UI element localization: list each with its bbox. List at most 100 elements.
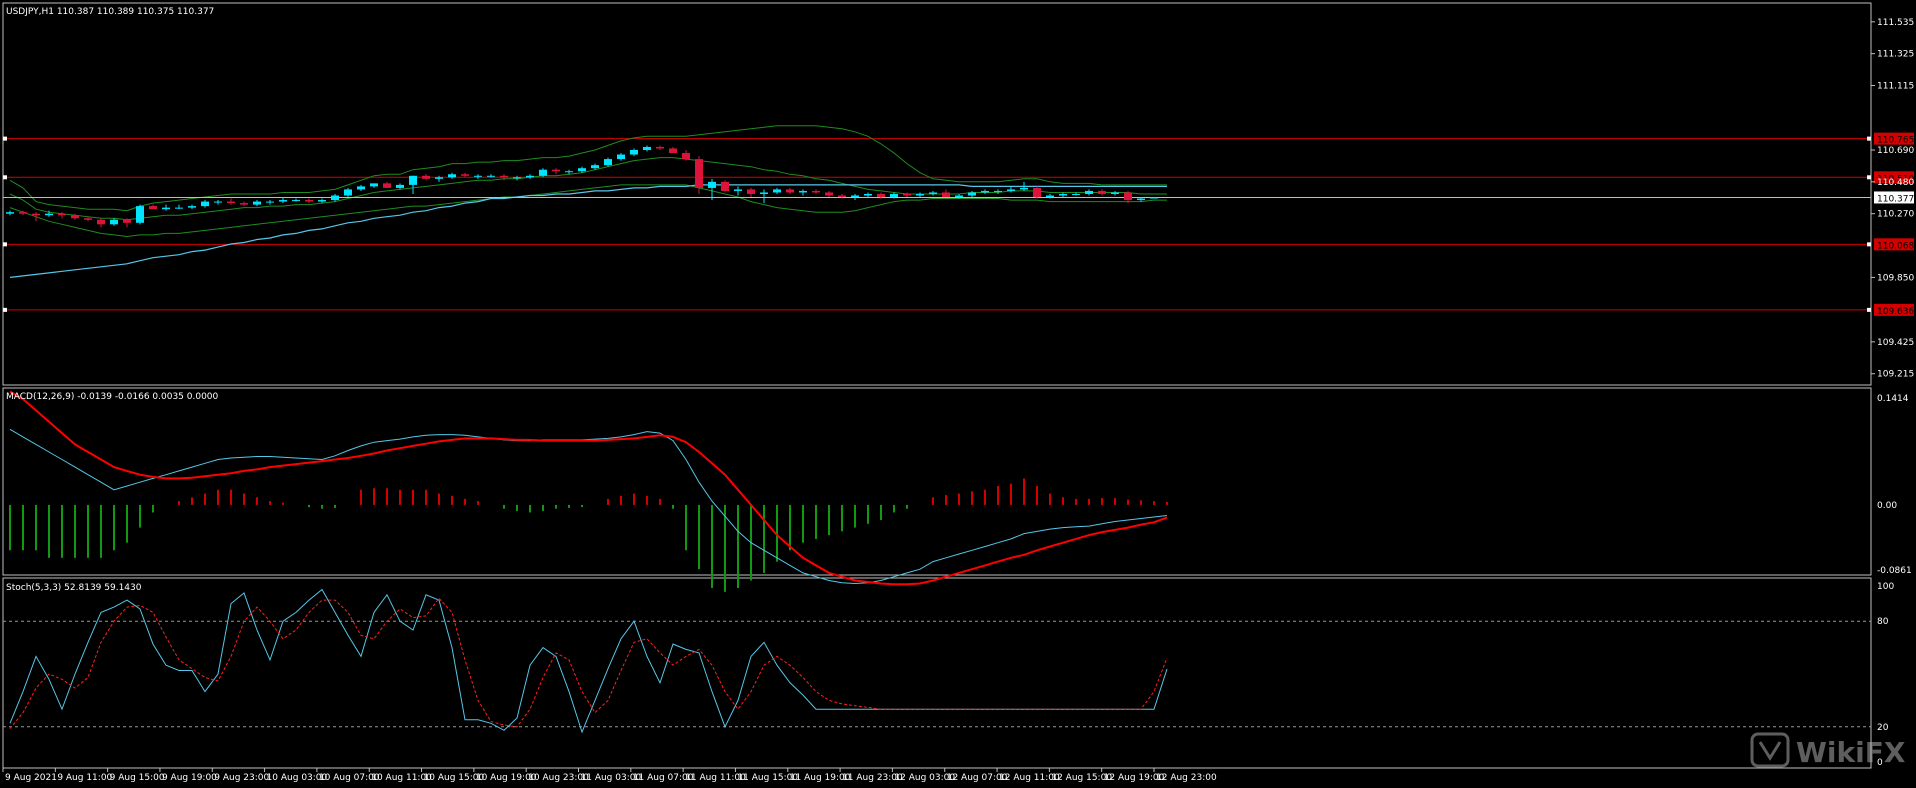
stoch-tick-label: 100 xyxy=(1877,582,1894,592)
price-tick-label: 111.325 xyxy=(1877,50,1914,60)
candle-bull xyxy=(1085,190,1093,194)
price-tick-label: 110.270 xyxy=(1877,210,1914,220)
macd-layer xyxy=(9,390,1168,592)
time-tick-label: 12 Aug 03:00 xyxy=(894,773,955,783)
wikifx-logo-mark xyxy=(1758,741,1782,761)
price-layer xyxy=(3,125,1871,312)
candle-bull xyxy=(201,201,209,207)
wikifx-watermark: WikiFX xyxy=(1750,732,1906,769)
price-tick-label: 111.115 xyxy=(1877,82,1914,92)
stoch-panel[interactable] xyxy=(2,577,1872,769)
bollinger-lower-line xyxy=(9,184,1167,238)
candle-bear xyxy=(1098,190,1106,194)
candle-bear xyxy=(695,159,703,188)
candle-bear xyxy=(656,146,664,149)
level-price-label: 109.636 xyxy=(1877,307,1914,317)
candle-bear xyxy=(1124,192,1132,201)
level-price-badge xyxy=(1874,132,1914,145)
candle-bull xyxy=(1007,189,1015,191)
candle-bear xyxy=(721,181,729,191)
candle-bear xyxy=(747,189,755,194)
price-tick-label: 111.535 xyxy=(1877,18,1914,28)
time-tick-label: 11 Aug 07:00 xyxy=(633,773,694,783)
macd-panel[interactable] xyxy=(2,387,1872,576)
level-handle-right xyxy=(1867,307,1871,312)
candle-bear xyxy=(669,148,677,154)
candle-bull xyxy=(136,206,144,223)
candle-bear xyxy=(461,174,469,176)
stoch-tick-label: 80 xyxy=(1877,617,1889,627)
candle-bear xyxy=(812,190,820,193)
time-tick-label: 10 Aug 07:00 xyxy=(319,773,380,783)
candle-bear xyxy=(32,213,40,216)
candle-bull xyxy=(799,190,807,193)
time-tick-label: 11 Aug 03:00 xyxy=(581,773,642,783)
time-tick-label: 10 Aug 19:00 xyxy=(476,773,537,783)
time-tick-label: 12 Aug 07:00 xyxy=(947,773,1008,783)
level-price-badge xyxy=(1874,238,1914,251)
time-tick-label: 11 Aug 15:00 xyxy=(737,773,798,783)
candle-bear xyxy=(422,175,430,179)
candle-bull xyxy=(370,183,378,187)
candle-bull xyxy=(513,177,521,179)
candle-bull xyxy=(864,193,872,196)
level-handle-left xyxy=(3,307,7,312)
candle-bull xyxy=(1059,193,1067,196)
candle-bull xyxy=(630,149,638,155)
current-price-badge xyxy=(1874,191,1914,204)
level-price-label: 110.068 xyxy=(1877,241,1914,251)
candle-bear xyxy=(903,193,911,196)
time-tick-label: 9 Aug 23:00 xyxy=(214,773,269,783)
candle-bull xyxy=(955,195,963,198)
candle-bull xyxy=(539,169,547,176)
price-tick-label: 110.480 xyxy=(1877,178,1914,188)
candle-bull xyxy=(188,206,196,208)
current-price-label: 110.377 xyxy=(1877,194,1914,204)
level-price-badge xyxy=(1874,303,1914,316)
price-tick-label: 109.425 xyxy=(1877,338,1914,348)
time-tick-label: 11 Aug 19:00 xyxy=(790,773,851,783)
time-tick-label: 12 Aug 19:00 xyxy=(1104,773,1165,783)
stoch-tick-label: 20 xyxy=(1877,723,1889,733)
candle-bear xyxy=(825,192,833,196)
time-tick-label: 9 Aug 11:00 xyxy=(57,773,112,783)
candle-bear xyxy=(19,212,27,214)
candle-bull xyxy=(279,200,287,202)
candle-bull xyxy=(578,168,586,172)
candle-bull xyxy=(344,189,352,196)
candle-bull xyxy=(448,174,456,178)
level-price-label: 110.510 xyxy=(1877,174,1914,184)
moving-average-line xyxy=(9,184,1167,278)
candle-bull xyxy=(435,177,443,179)
candle-bull xyxy=(968,192,976,196)
candle-bear xyxy=(786,189,794,193)
candle-bear xyxy=(149,206,157,210)
candle-bull xyxy=(6,212,14,214)
candle-bull xyxy=(175,207,183,209)
price-panel-header: USDJPY,H1 110.387 110.389 110.375 110.37… xyxy=(6,7,214,17)
candle-bear xyxy=(71,215,79,219)
time-tick-label: 9 Aug 19:00 xyxy=(162,773,217,783)
candle-bull xyxy=(734,189,742,191)
price-panel[interactable] xyxy=(2,2,1872,386)
stoch-layer xyxy=(3,588,1871,734)
time-tick-label: 10 Aug 03:00 xyxy=(267,773,328,783)
candle-bear xyxy=(383,183,391,188)
candle-bear xyxy=(552,169,560,172)
candle-bull xyxy=(994,190,1002,192)
level-handle-left xyxy=(3,175,7,180)
candle-bull xyxy=(617,154,625,160)
candle-bear xyxy=(305,200,313,202)
level-price-badge xyxy=(1874,171,1914,184)
time-tick-label: 11 Aug 11:00 xyxy=(685,773,746,783)
candle-bear xyxy=(97,219,105,225)
level-price-label: 110.765 xyxy=(1877,136,1914,146)
candle-bull xyxy=(331,195,339,201)
candle-bull xyxy=(45,213,53,216)
candle-bull xyxy=(1137,198,1145,201)
candle-bear xyxy=(500,175,508,178)
candle-bull xyxy=(110,219,118,225)
candle-bear xyxy=(123,219,131,223)
candle-bear xyxy=(877,193,885,198)
